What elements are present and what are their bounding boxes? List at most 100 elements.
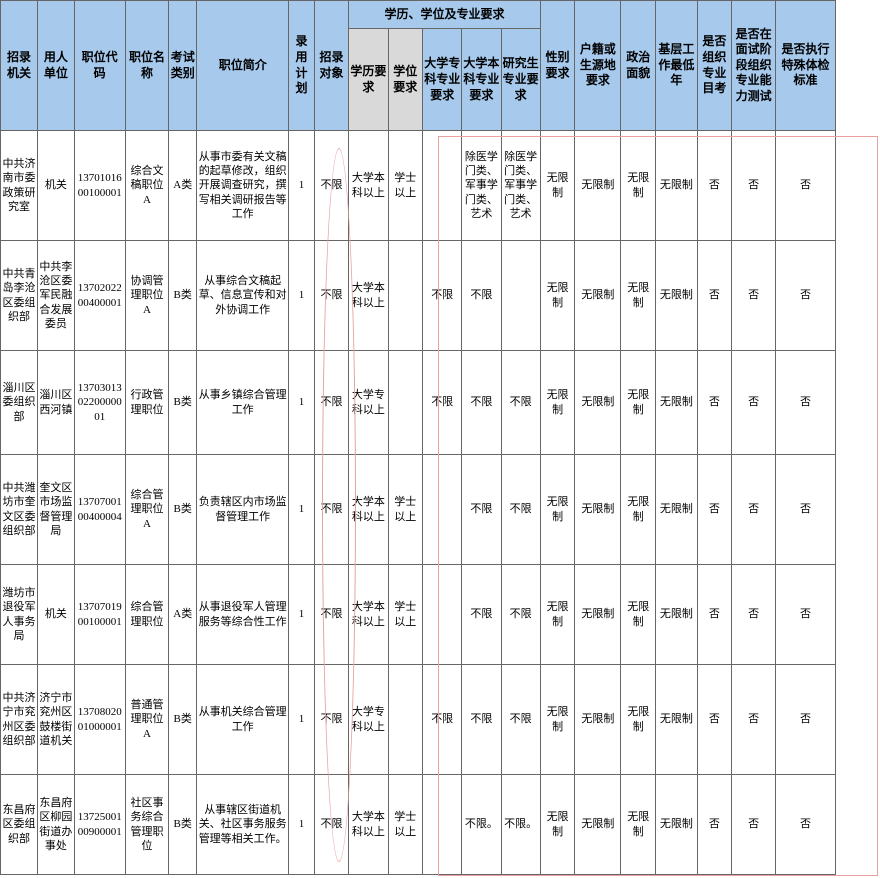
cell-1-16: 无限制 bbox=[656, 241, 698, 351]
cell-1-4: B类 bbox=[169, 241, 197, 351]
cell-1-1: 中共李沧区委军民融合发展委员 bbox=[37, 241, 74, 351]
cell-5-5: 从事机关综合管理工作 bbox=[197, 665, 289, 775]
cell-2-2: 137030130220000001 bbox=[74, 351, 125, 455]
cell-6-11: 不限。 bbox=[462, 775, 501, 875]
cell-4-17: 否 bbox=[697, 565, 732, 665]
cell-0-17: 否 bbox=[697, 131, 732, 241]
table-row: 中共济南市委政策研究室机关1370101600100001综合文稿职位AA类从事… bbox=[1, 131, 880, 241]
cell-6-9: 学士以上 bbox=[388, 775, 423, 875]
cell-1-15: 无限制 bbox=[621, 241, 656, 351]
header-5: 职位简介 bbox=[197, 1, 289, 131]
cell-6-0: 东昌府区委组织部 bbox=[1, 775, 38, 875]
cell-4-16: 无限制 bbox=[656, 565, 698, 665]
cell-0-10 bbox=[423, 131, 462, 241]
cell-3-18: 否 bbox=[732, 455, 776, 565]
cell-3-14: 无限制 bbox=[575, 455, 621, 565]
cell-2-10: 不限 bbox=[423, 351, 462, 455]
cell-3-9: 学士以上 bbox=[388, 455, 423, 565]
cell-2-5: 从事乡镇综合管理工作 bbox=[197, 351, 289, 455]
cell-3-19: 否 bbox=[776, 455, 836, 565]
cell-2-6: 1 bbox=[289, 351, 314, 455]
cell-3-16: 无限制 bbox=[656, 455, 698, 565]
cell-1-2: 1370202200400001 bbox=[74, 241, 125, 351]
cell-4-0: 潍坊市退役军人事务局 bbox=[1, 565, 38, 665]
cell-3-17: 否 bbox=[697, 455, 732, 565]
cell-1-12 bbox=[501, 241, 540, 351]
cell-1-10: 不限 bbox=[423, 241, 462, 351]
cell-2-9 bbox=[388, 351, 423, 455]
cell-0-3: 综合文稿职位A bbox=[125, 131, 169, 241]
cell-5-17: 否 bbox=[697, 665, 732, 775]
cell-3-6: 1 bbox=[289, 455, 314, 565]
cell-4-8: 大学本科以上 bbox=[349, 565, 388, 665]
cell-0-11: 除医学门类、军事学门类、艺术 bbox=[462, 131, 501, 241]
cell-6-12: 不限。 bbox=[501, 775, 540, 875]
cell-5-13: 无限制 bbox=[540, 665, 575, 775]
header-r-2: 政治面貌 bbox=[621, 1, 656, 131]
cell-2-15: 无限制 bbox=[621, 351, 656, 455]
cell-1-9 bbox=[388, 241, 423, 351]
cell-4-14: 无限制 bbox=[575, 565, 621, 665]
header-1: 用人单位 bbox=[37, 1, 74, 131]
cell-6-15: 无限制 bbox=[621, 775, 656, 875]
table-row: 淄川区委组织部淄川区西河镇137030130220000001行政管理职位B类从… bbox=[1, 351, 880, 455]
header-r-5: 是否在面试阶段组织专业能力测试 bbox=[732, 1, 776, 131]
cell-3-13: 无限制 bbox=[540, 455, 575, 565]
cell-3-2: 1370700100400004 bbox=[74, 455, 125, 565]
cell-3-12: 不限 bbox=[501, 455, 540, 565]
cell-3-0: 中共潍坊市奎文区委组织部 bbox=[1, 455, 38, 565]
cell-3-15: 无限制 bbox=[621, 455, 656, 565]
header-2: 职位代码 bbox=[74, 1, 125, 131]
cell-0-5: 从事市委有关文稿的起草修改，组织开展调查研究，撰写相关调研报告等工作 bbox=[197, 131, 289, 241]
cell-0-7: 不限 bbox=[314, 131, 349, 241]
cell-4-12: 不限 bbox=[501, 565, 540, 665]
cell-1-0: 中共青岛李沧区委组织部 bbox=[1, 241, 38, 351]
cell-5-16: 无限制 bbox=[656, 665, 698, 775]
header-0: 招录机关 bbox=[1, 1, 38, 131]
header-r-4: 是否组织专业目考 bbox=[697, 1, 732, 131]
cell-3-4: B类 bbox=[169, 455, 197, 565]
cell-0-9: 学士以上 bbox=[388, 131, 423, 241]
cell-1-13: 无限制 bbox=[540, 241, 575, 351]
cell-5-1: 济宁市兖州区鼓楼街道机关 bbox=[37, 665, 74, 775]
cell-2-19: 否 bbox=[776, 351, 836, 455]
cell-3-1: 奎文区市场监督管理局 bbox=[37, 455, 74, 565]
cell-5-11: 不限 bbox=[462, 665, 501, 775]
cell-0-6: 1 bbox=[289, 131, 314, 241]
cell-0-14: 无限制 bbox=[575, 131, 621, 241]
cell-1-6: 1 bbox=[289, 241, 314, 351]
cell-2-16: 无限制 bbox=[656, 351, 698, 455]
cell-1-11: 不限 bbox=[462, 241, 501, 351]
cell-4-18: 否 bbox=[732, 565, 776, 665]
cell-2-14: 无限制 bbox=[575, 351, 621, 455]
cell-4-11: 不限 bbox=[462, 565, 501, 665]
cell-4-2: 1370701900100001 bbox=[74, 565, 125, 665]
cell-2-3: 行政管理职位 bbox=[125, 351, 169, 455]
cell-0-2: 1370101600100001 bbox=[74, 131, 125, 241]
cell-4-3: 综合管理职位 bbox=[125, 565, 169, 665]
subheader-2: 大学专科专业要求 bbox=[423, 29, 462, 131]
cell-5-4: B类 bbox=[169, 665, 197, 775]
cell-3-5: 负责辖区内市场监督管理工作 bbox=[197, 455, 289, 565]
cell-5-14: 无限制 bbox=[575, 665, 621, 775]
cell-6-10 bbox=[423, 775, 462, 875]
header-r-3: 基层工作最低年 bbox=[656, 1, 698, 131]
cell-5-10: 不限 bbox=[423, 665, 462, 775]
cell-0-15: 无限制 bbox=[621, 131, 656, 241]
cell-1-19: 否 bbox=[776, 241, 836, 351]
cell-0-4: A类 bbox=[169, 131, 197, 241]
cell-3-10 bbox=[423, 455, 462, 565]
header-7: 招录对象 bbox=[314, 1, 349, 131]
header-r-6: 是否执行特殊体检标准 bbox=[776, 1, 836, 131]
cell-2-18: 否 bbox=[732, 351, 776, 455]
cell-1-8: 大学本科以上 bbox=[349, 241, 388, 351]
cell-1-17: 否 bbox=[697, 241, 732, 351]
cell-4-4: A类 bbox=[169, 565, 197, 665]
cell-0-18: 否 bbox=[732, 131, 776, 241]
job-table: 招录机关用人单位职位代码职位名称考试类别职位简介录用计划招录对象学历、学位及专业… bbox=[0, 0, 880, 875]
table-row: 潍坊市退役军人事务局机关1370701900100001综合管理职位A类从事退役… bbox=[1, 565, 880, 665]
cell-6-14: 无限制 bbox=[575, 775, 621, 875]
cell-5-8: 大学专科以上 bbox=[349, 665, 388, 775]
subheader-0: 学历要求 bbox=[349, 29, 388, 131]
cell-1-14: 无限制 bbox=[575, 241, 621, 351]
